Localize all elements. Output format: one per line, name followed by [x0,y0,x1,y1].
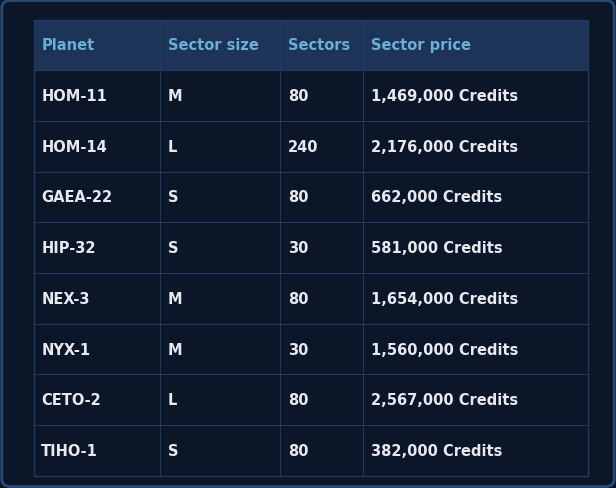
Text: L: L [168,140,177,155]
Text: S: S [168,190,178,205]
Text: 1,560,000 Credits: 1,560,000 Credits [371,342,518,357]
Text: 2,176,000 Credits: 2,176,000 Credits [371,140,518,155]
Text: NYX-1: NYX-1 [41,342,91,357]
Text: L: L [168,392,177,407]
Text: 80: 80 [288,190,308,205]
Text: 382,000 Credits: 382,000 Credits [371,443,502,458]
Text: 240: 240 [288,140,318,155]
Text: S: S [168,443,178,458]
Text: 1,469,000 Credits: 1,469,000 Credits [371,89,518,104]
Bar [34,20,588,476]
Text: Planet: Planet [41,38,94,53]
Text: HOM-14: HOM-14 [41,140,107,155]
Text: 80: 80 [288,89,308,104]
Text: CETO-2: CETO-2 [41,392,101,407]
Text: M: M [168,342,182,357]
Text: S: S [168,241,178,256]
Text: 1,654,000 Credits: 1,654,000 Credits [371,291,518,306]
Text: 30: 30 [288,342,308,357]
Text: M: M [168,89,182,104]
Text: 80: 80 [288,392,308,407]
Text: TIHO-1: TIHO-1 [41,443,98,458]
Text: Sector size: Sector size [168,38,259,53]
Text: Sector price: Sector price [371,38,471,53]
Text: NEX-3: NEX-3 [41,291,90,306]
Text: M: M [168,291,182,306]
Text: Sectors: Sectors [288,38,350,53]
Text: 2,567,000 Credits: 2,567,000 Credits [371,392,518,407]
Bar [34,20,588,71]
Text: 30: 30 [288,241,308,256]
Text: 80: 80 [288,291,308,306]
Text: 80: 80 [288,443,308,458]
Text: GAEA-22: GAEA-22 [41,190,112,205]
Text: HIP-32: HIP-32 [41,241,95,256]
Text: 581,000 Credits: 581,000 Credits [371,241,503,256]
Text: 662,000 Credits: 662,000 Credits [371,190,502,205]
Text: HOM-11: HOM-11 [41,89,107,104]
